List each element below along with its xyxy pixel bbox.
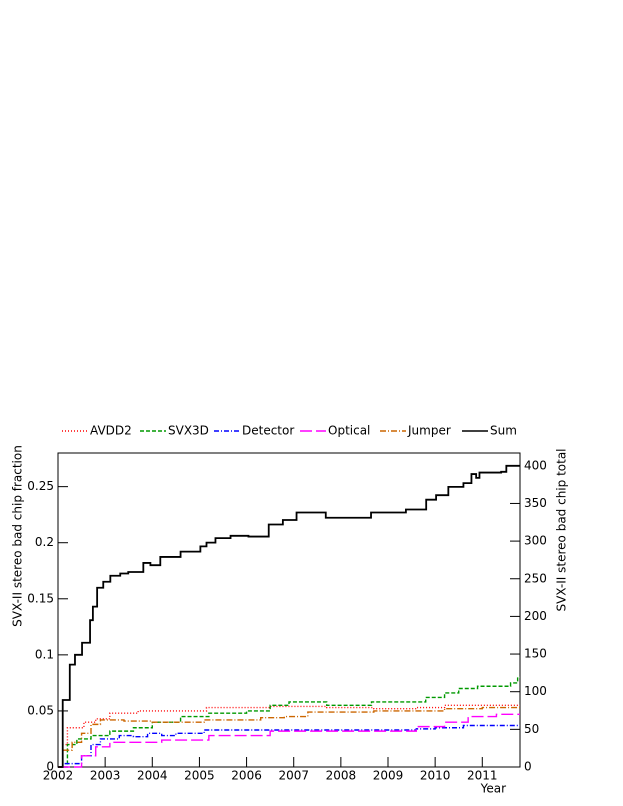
legend-label: Jumper bbox=[407, 424, 451, 438]
x-tick-label: 2009 bbox=[373, 769, 404, 783]
y-tick-label: 0.15 bbox=[27, 591, 54, 605]
x-tick-label: 2002 bbox=[43, 769, 74, 783]
x-axis-label: Year bbox=[480, 782, 506, 796]
y2-tick-label: 250 bbox=[524, 571, 547, 585]
series-line bbox=[58, 676, 520, 768]
y2-tick-label: 200 bbox=[524, 609, 547, 623]
x-tick-label: 2003 bbox=[90, 769, 121, 783]
x-tick-label: 2004 bbox=[137, 769, 168, 783]
y2-axis-label: SVX-II stereo bad chip total bbox=[555, 448, 569, 611]
series-line bbox=[58, 704, 520, 768]
legend-label: Sum bbox=[490, 424, 517, 438]
y2-tick-label: 150 bbox=[524, 647, 547, 661]
y-tick-label: 0.05 bbox=[27, 703, 54, 717]
y2-tick-label: 0 bbox=[524, 760, 532, 774]
series-line bbox=[58, 706, 520, 768]
y2-tick-label: 50 bbox=[524, 722, 539, 736]
y-tick-label: 0.25 bbox=[27, 479, 54, 493]
y2-tick-label: 400 bbox=[524, 458, 547, 472]
x-tick-label: 2006 bbox=[231, 769, 262, 783]
y2-tick-label: 350 bbox=[524, 496, 547, 510]
x-tick-label: 2008 bbox=[326, 769, 357, 783]
legend-label: SVX3D bbox=[168, 424, 209, 438]
legend-label: Optical bbox=[328, 424, 370, 438]
series-line bbox=[58, 464, 520, 768]
legend-label: AVDD2 bbox=[90, 424, 132, 438]
y2-tick-label: 300 bbox=[524, 534, 547, 548]
y-tick-label: 0 bbox=[46, 760, 54, 774]
y-axis-label: SVX-II stereo bad chip fraction bbox=[11, 445, 25, 627]
x-tick-label: 2007 bbox=[278, 769, 309, 783]
plot-frame bbox=[57, 452, 521, 768]
series-line bbox=[58, 713, 520, 768]
x-tick-label: 2011 bbox=[467, 769, 498, 783]
x-tick-label: 2010 bbox=[420, 769, 451, 783]
y-tick-label: 0.1 bbox=[35, 647, 54, 661]
y2-tick-label: 100 bbox=[524, 684, 547, 698]
y-tick-label: 0.2 bbox=[35, 535, 54, 549]
legend-label: Detector bbox=[242, 424, 294, 438]
x-tick-label: 2005 bbox=[184, 769, 215, 783]
